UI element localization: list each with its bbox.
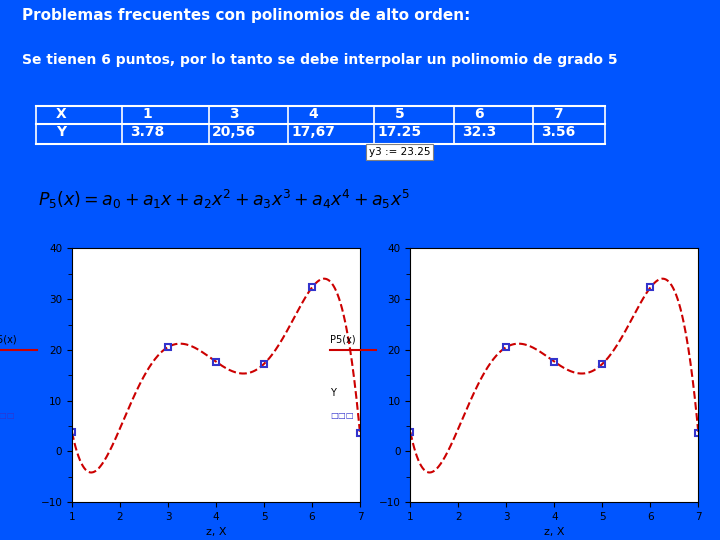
Text: □□□: □□□ <box>330 411 354 420</box>
Text: 3: 3 <box>229 107 239 122</box>
Text: Y: Y <box>56 125 66 139</box>
Text: 5: 5 <box>395 107 405 122</box>
Text: $P_5(x) = a_0 + a_1 x + a_2 x^2 + a_3 x^3 + a_4 x^4 + a_5 x^5$: $P_5(x) = a_0 + a_1 x + a_2 x^2 + a_3 x^… <box>37 188 410 211</box>
Text: 3.56: 3.56 <box>541 125 575 139</box>
Text: 3.78: 3.78 <box>130 125 165 139</box>
Text: 1: 1 <box>143 107 153 122</box>
Text: 6: 6 <box>474 107 484 122</box>
Text: 17,67: 17,67 <box>292 125 335 139</box>
Text: P5(x): P5(x) <box>0 335 17 345</box>
Text: 4: 4 <box>308 107 318 122</box>
Text: 20,56: 20,56 <box>212 125 256 139</box>
Text: Y: Y <box>330 388 336 398</box>
Text: 17.25: 17.25 <box>377 125 422 139</box>
Text: X: X <box>56 107 66 122</box>
Text: y3 := 23.25: y3 := 23.25 <box>369 147 431 157</box>
Text: 7: 7 <box>553 107 563 122</box>
Text: Se tienen 6 puntos, por lo tanto se debe interpolar un polinomio de grado 5: Se tienen 6 puntos, por lo tanto se debe… <box>22 53 617 67</box>
X-axis label: z, X: z, X <box>544 528 564 537</box>
Text: 32.3: 32.3 <box>462 125 496 139</box>
X-axis label: z, X: z, X <box>206 528 226 537</box>
Text: P5(x): P5(x) <box>330 335 356 345</box>
Text: □□□: □□□ <box>0 411 15 420</box>
Text: Problemas frecuentes con polinomios de alto orden:: Problemas frecuentes con polinomios de a… <box>22 8 470 23</box>
